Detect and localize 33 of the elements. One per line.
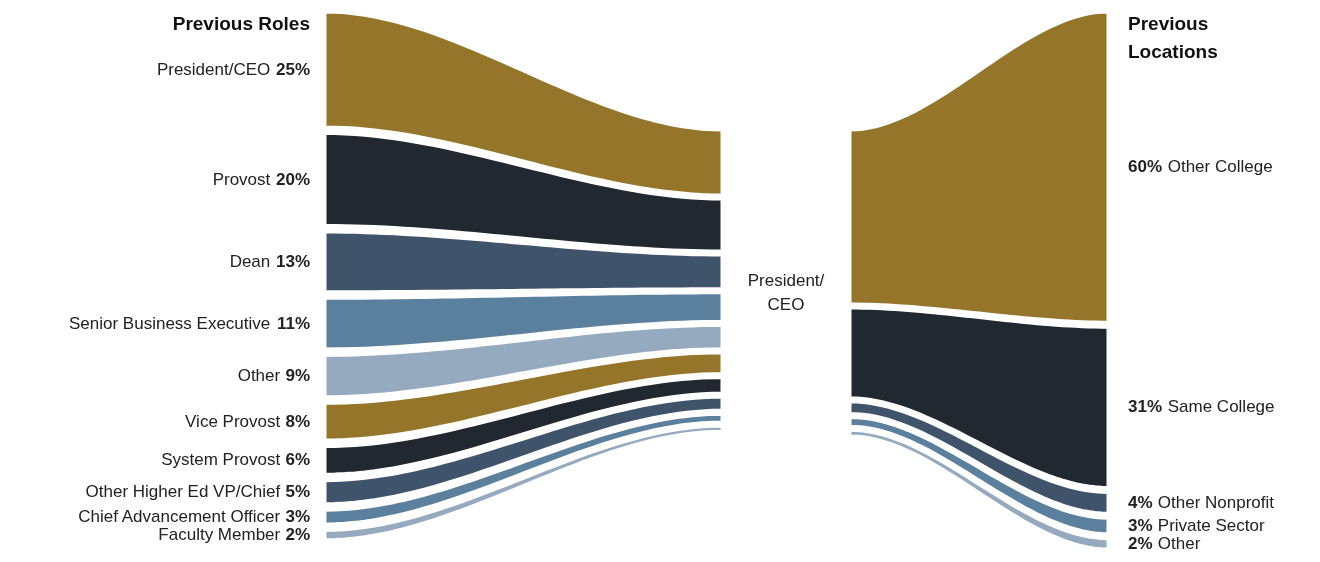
category-label: Vice Provost [185, 411, 281, 431]
data-label: 3% [1128, 515, 1153, 535]
category-label: Provost [212, 169, 271, 189]
category-label: Faculty Member [158, 525, 281, 545]
category-label: Senior Business Executive [69, 313, 271, 333]
data-label: 31% [1128, 397, 1163, 417]
data-label: 5% [285, 482, 310, 502]
category-label: President/CEO [156, 59, 271, 79]
text: Previous Locations [1128, 13, 1218, 62]
text: President/CEO [747, 271, 825, 314]
data-label: 25% [275, 59, 310, 79]
data-label: 9% [285, 366, 310, 386]
category-label: Chief Advancement Officer [78, 507, 281, 527]
category-label: Same College [1167, 397, 1275, 417]
data-label: 60% [1128, 157, 1163, 177]
category-label: Other [237, 366, 281, 386]
category-label: Private Sector [1157, 515, 1265, 535]
data-label: 11% [276, 313, 310, 333]
text: Previous Roles [172, 13, 310, 34]
data-label: 4% [1128, 492, 1153, 512]
data-label: 2% [1128, 533, 1153, 553]
category-label: Dean [229, 251, 271, 271]
data-label: 8% [285, 411, 310, 431]
category-label: Other Higher Ed VP/Chief [85, 482, 281, 502]
category-label: Other College [1167, 157, 1273, 177]
data-label: 20% [275, 169, 310, 189]
data-label: 3% [285, 507, 310, 527]
category-label: Other Nonprofit [1157, 492, 1275, 512]
data-label: 13% [275, 251, 310, 271]
category-label: Other [1157, 533, 1201, 553]
data-label: 2% [285, 525, 310, 545]
category-label: System Provost [161, 450, 281, 470]
data-label: 6% [285, 450, 310, 470]
